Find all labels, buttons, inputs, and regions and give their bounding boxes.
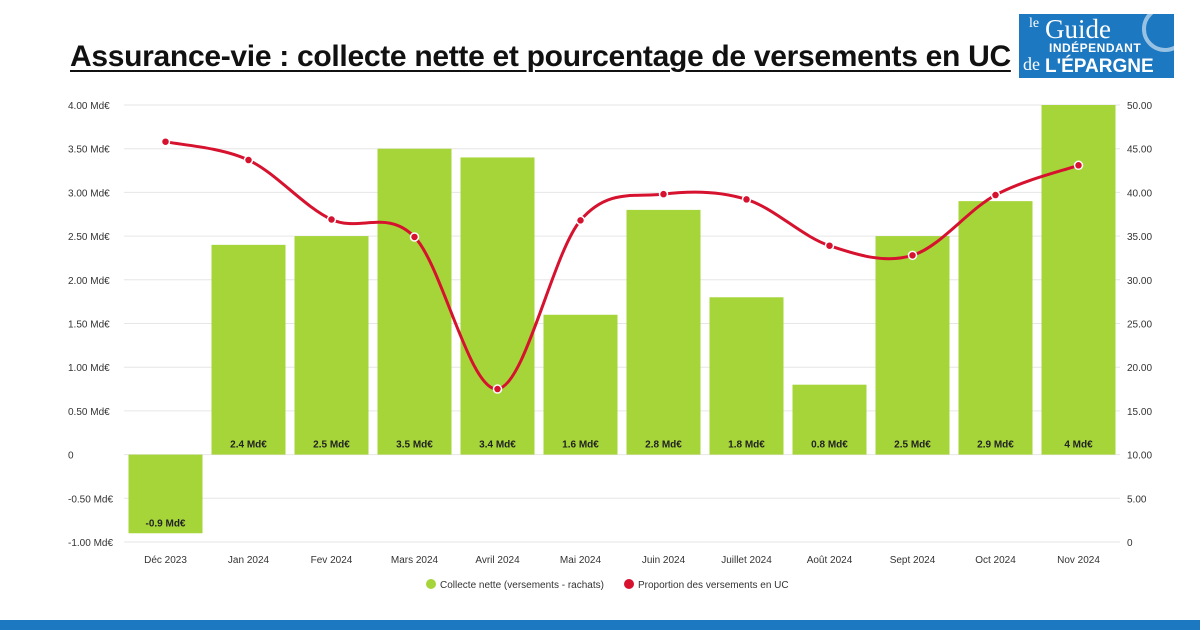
y-left-tick-label: 0 — [68, 451, 74, 462]
line-point-7 — [658, 189, 669, 199]
bar-4 — [377, 148, 452, 455]
bar-value-label: 3.5 Md€ — [396, 440, 433, 451]
y-right-tick-label: 40.00 — [1127, 188, 1152, 199]
bar-value-label: 1.8 Md€ — [728, 440, 765, 451]
bar-value-label: 2.8 Md€ — [645, 440, 682, 451]
line-point-6 — [575, 215, 586, 226]
y-right-tick-label: 35.00 — [1127, 232, 1152, 243]
x-tick-label: Jan 2024 — [228, 555, 270, 566]
logo-text-independant: INDÉPENDANT — [1049, 41, 1142, 55]
line-point-4 — [409, 232, 420, 242]
x-tick-label: Juin 2024 — [642, 555, 686, 566]
x-tick-label: Fev 2024 — [311, 555, 353, 566]
bar-value-label: 2.9 Md€ — [977, 440, 1014, 451]
line-point-11 — [990, 190, 1001, 200]
x-tick-label: Sept 2024 — [890, 555, 936, 566]
guide-epargne-logo: le Guide INDÉPENDANT de L'ÉPARGNE — [1019, 14, 1174, 78]
y-left-tick-label: 0.50 Md€ — [68, 407, 110, 418]
x-tick-label: Juillet 2024 — [721, 555, 772, 566]
y-left-tick-label: -1.00 Md€ — [68, 538, 113, 549]
line-point-12 — [1073, 160, 1084, 171]
line-point-1 — [160, 136, 171, 147]
y-right-tick-label: 15.00 — [1127, 407, 1152, 418]
bottom-accent-bar — [0, 620, 1200, 630]
bar-value-label: 3.4 Md€ — [479, 440, 516, 451]
y-right-tick-label: 10.00 — [1127, 451, 1152, 462]
bar-11 — [958, 201, 1033, 455]
legend-bar-marker — [426, 579, 436, 589]
legend-line-marker — [624, 579, 634, 589]
y-right-tick-label: 25.00 — [1127, 320, 1152, 331]
y-left-tick-label: 3.50 Md€ — [68, 145, 110, 156]
logo-text-guide: Guide — [1045, 14, 1111, 44]
bar-value-label: 0.8 Md€ — [811, 440, 848, 451]
y-right-tick-label: 45.00 — [1127, 145, 1152, 156]
line-point-9 — [824, 240, 835, 251]
bar-9 — [792, 384, 867, 455]
y-right-tick-label: 5.00 — [1127, 494, 1147, 505]
bar-5 — [460, 157, 535, 455]
line-point-5 — [492, 384, 503, 394]
bar-value-label: 4 Md€ — [1064, 440, 1093, 451]
logo-ring-icon — [1142, 14, 1174, 52]
x-tick-label: Mai 2024 — [560, 555, 602, 566]
bar-2 — [211, 244, 286, 455]
legend-bar-label: Collecte nette (versements - rachats) — [440, 580, 604, 591]
logo-text-epargne: L'ÉPARGNE — [1045, 56, 1154, 77]
bar-10 — [875, 236, 950, 455]
logo-text-de: de — [1023, 54, 1040, 74]
y-left-tick-label: 4.00 Md€ — [68, 101, 110, 112]
y-left-tick-label: 2.50 Md€ — [68, 232, 110, 243]
y-left-tick-label: 1.50 Md€ — [68, 320, 110, 331]
x-tick-label: Août 2024 — [807, 555, 853, 566]
bar-value-label: 2.5 Md€ — [313, 440, 350, 451]
bar-value-label: 2.5 Md€ — [894, 440, 931, 451]
line-point-2 — [243, 155, 254, 165]
y-right-tick-label: 50.00 — [1127, 101, 1152, 112]
bar-6 — [543, 314, 618, 455]
bar-8 — [709, 297, 784, 455]
bar-value-label: -0.9 Md€ — [145, 518, 185, 529]
bar-value-label: 1.6 Md€ — [562, 440, 599, 451]
bar-3 — [294, 236, 369, 455]
y-right-tick-label: 30.00 — [1127, 276, 1152, 287]
line-point-3 — [326, 214, 337, 225]
bar-12 — [1041, 105, 1116, 455]
legend-line-label: Proportion des versements en UC — [638, 580, 789, 591]
y-left-tick-label: -0.50 Md€ — [68, 494, 113, 505]
bar-1 — [128, 454, 203, 534]
x-tick-label: Mars 2024 — [391, 555, 439, 566]
x-tick-label: Déc 2023 — [144, 555, 187, 566]
logo-text-le: le — [1029, 16, 1040, 31]
x-tick-label: Avril 2024 — [475, 555, 520, 566]
y-left-tick-label: 2.00 Md€ — [68, 276, 110, 287]
bar-7 — [626, 209, 701, 455]
bar-value-label: 2.4 Md€ — [230, 440, 267, 451]
x-tick-label: Nov 2024 — [1057, 555, 1100, 566]
y-right-tick-label: 0 — [1127, 538, 1133, 549]
chart-title: Assurance-vie : collecte nette et pource… — [70, 40, 1011, 73]
y-right-tick-label: 20.00 — [1127, 363, 1152, 374]
y-left-tick-label: 1.00 Md€ — [68, 363, 110, 374]
y-left-tick-label: 3.00 Md€ — [68, 188, 110, 199]
x-tick-label: Oct 2024 — [975, 555, 1016, 566]
line-point-10 — [907, 250, 918, 261]
line-point-8 — [741, 194, 752, 205]
